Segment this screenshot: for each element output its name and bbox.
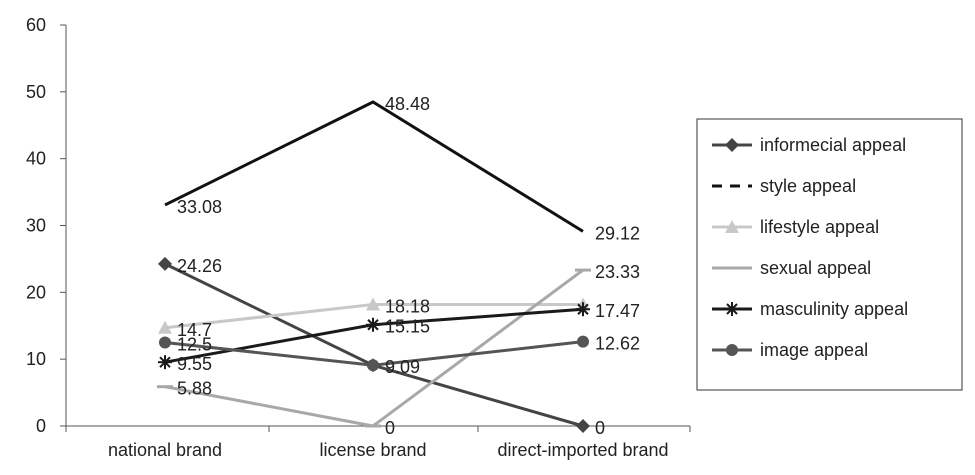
series-marker [366,297,380,311]
series-marker [577,335,589,348]
legend-label: sexual appeal [760,258,871,278]
series-marker [576,302,590,317]
legend-label: image appeal [760,340,868,360]
series-marker [159,336,171,349]
legend-label: style appeal [760,176,856,196]
data-label: 48.48 [385,94,430,114]
series-marker [158,355,172,370]
series-line [164,262,584,428]
legend-label: informecial appeal [760,135,906,155]
series-marker [158,320,172,334]
y-tick-label: 50 [26,82,46,102]
y-axis-ticks: 0 10 20 30 40 50 60 [26,15,66,436]
series-marker [366,317,380,332]
legend-box [696,118,963,391]
data-label: 23.33 [595,262,640,282]
series-group [157,100,591,433]
x-tick-label: direct-imported brand [497,440,668,460]
series-marker [367,359,379,372]
legend-item: sexual appeal [712,258,871,278]
data-label: 12.62 [595,334,640,354]
y-tick-label: 0 [36,416,46,436]
data-label: 12.5 [177,334,212,354]
legend-item: lifestyle appeal [712,217,879,237]
y-tick-label: 40 [26,149,46,169]
data-labels: 24.26 9.09 0 33.08 48.48 29.12 14.7 18.18 5.88 0 2… [177,94,640,438]
data-label: 33.08 [177,197,222,217]
data-label: 9.55 [177,354,212,374]
legend-item: style appeal [712,176,856,196]
data-label: 9.09 [385,357,420,377]
data-label: 29.12 [595,223,640,243]
x-tick-label: license brand [319,440,426,460]
legend-label: masculinity appeal [760,299,908,319]
data-label: 14.7 [177,320,212,340]
series-marker-stroke [367,319,379,331]
series-marker [726,344,738,356]
series-marker-stroke [577,303,589,315]
series-marker [725,138,739,152]
data-label: 0 [595,418,605,438]
y-tick-label: 30 [26,216,46,236]
legend: informecial appeal style appeal lifestyle … [696,118,963,391]
data-label: 18.18 [385,296,430,316]
series-marker-stroke [726,303,738,315]
y-tick-label: 60 [26,15,46,35]
legend-item: informecial appeal [712,135,906,155]
series-marker [576,419,590,433]
series-marker-stroke [159,356,171,368]
data-label: 17.47 [595,301,640,321]
legend-item: image appeal [712,340,868,360]
series-marker [725,302,739,316]
x-axis-ticks: national brand license brand direct-import… [65,426,691,460]
legend-label: lifestyle appeal [760,217,879,237]
series-line [164,100,584,233]
data-label: 15.15 [385,317,430,337]
series-marker [158,256,172,271]
y-tick-label: 20 [26,282,46,302]
y-tick-label: 10 [26,349,46,369]
data-label: 0 [385,418,395,438]
series-marker [725,220,739,233]
legend-item: masculinity appeal [712,299,908,319]
data-label: 5.88 [177,379,212,399]
x-tick-label: national brand [108,440,222,460]
data-label: 24.26 [177,256,222,276]
